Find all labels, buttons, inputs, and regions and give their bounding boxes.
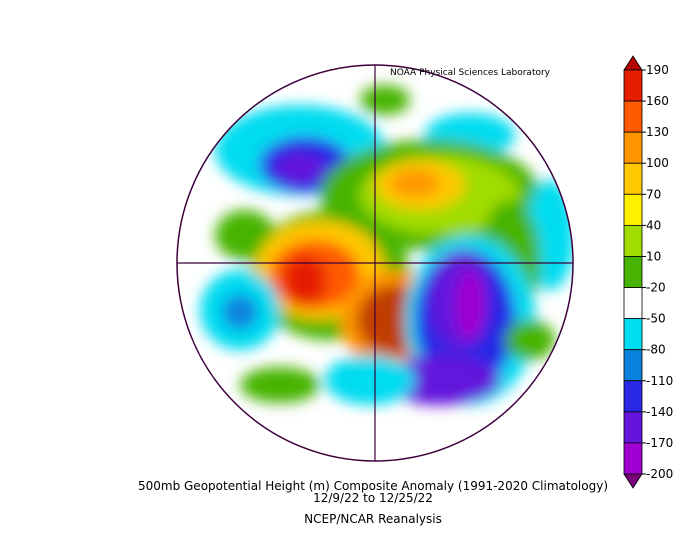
colorbar-band [623, 100, 643, 133]
lab-label: NOAA Physical Sciences Laboratory [390, 68, 551, 78]
colorbar-label: -50 [646, 312, 666, 326]
caption-title: 500mb Geopotential Height (m) Composite … [138, 479, 608, 493]
colorbar-label: 190 [646, 63, 669, 77]
colorbar-band [623, 411, 643, 444]
colorbar-label: -170 [646, 436, 673, 450]
colorbar: 190 160 130 100 70 40 10 -20 -50 -80 -110 -140 -170 -… [623, 55, 673, 489]
colorbar-band [623, 287, 643, 320]
colorbar-label: 70 [646, 187, 661, 201]
colorbar-band [623, 162, 643, 195]
map-border [176, 64, 574, 462]
caption-dates: 12/9/22 to 12/25/22 [313, 491, 433, 505]
colorbar-band [623, 349, 643, 382]
colorbar-label: 10 [646, 249, 661, 263]
colorbar-cap [623, 473, 643, 489]
colorbar-label: 160 [646, 94, 669, 108]
colorbar-label: -200 [646, 467, 673, 481]
colorbar-label: 100 [646, 156, 669, 170]
colorbar-band [623, 131, 643, 164]
colorbar-label: 40 [646, 218, 661, 232]
colorbar-label: -110 [646, 374, 673, 388]
colorbar-label: -140 [646, 405, 673, 419]
caption-source: NCEP/NCAR Reanalysis [304, 512, 442, 526]
colorbar-band [623, 380, 643, 413]
colorbar-band [623, 442, 643, 475]
colorbar-label: 130 [646, 125, 669, 139]
colorbar-band [623, 224, 643, 257]
colorbar-band [623, 256, 643, 288]
colorbar-band [623, 318, 643, 351]
colorbar-band [623, 193, 643, 226]
anomaly-map [177, 65, 573, 461]
colorbar-cap [623, 55, 643, 71]
colorbar-band [623, 69, 643, 102]
colorbar-label: -80 [646, 343, 666, 357]
colorbar-label: -20 [646, 281, 666, 295]
